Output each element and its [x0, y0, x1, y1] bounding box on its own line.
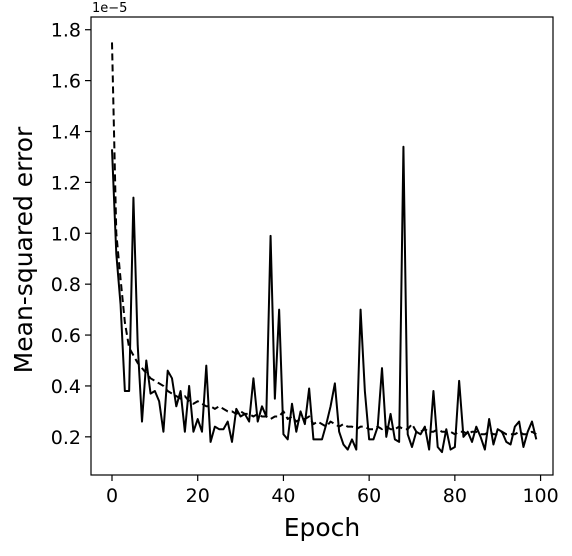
plot-lines — [111, 42, 538, 454]
y-tick-label: 1.8 — [51, 20, 81, 42]
x-tick-label: 80 — [443, 485, 467, 507]
series-line-solid — [111, 145, 538, 454]
y-axis-title: Mean-squared error — [9, 126, 38, 373]
y-tick-label: 1.4 — [51, 122, 81, 144]
y-tick-label: 0.6 — [51, 325, 81, 347]
y-tick-label: 0.8 — [51, 274, 81, 296]
y-tick-label: 0.4 — [51, 376, 81, 398]
x-axis-title: Epoch — [284, 513, 361, 542]
plot-frame — [90, 16, 554, 476]
series-line-dashed — [111, 42, 537, 436]
y-tick-label: 1.0 — [51, 223, 81, 245]
x-tick-label: 0 — [106, 485, 118, 507]
y-tick-label: 1.6 — [51, 71, 81, 93]
x-tick-label: 60 — [357, 485, 381, 507]
x-tick-label: 100 — [522, 485, 558, 507]
x-tick-label: 20 — [186, 485, 210, 507]
y-offset-label: 1e−5 — [92, 1, 127, 16]
y-axis: 0.2 0.4 0.6 0.8 1.0 1.2 1.4 1.6 1.8 — [51, 20, 91, 449]
x-tick-label: 40 — [271, 485, 295, 507]
x-axis: 0 20 40 60 80 100 — [106, 475, 559, 507]
y-tick-label: 1.2 — [51, 172, 81, 194]
y-tick-label: 0.2 — [51, 427, 81, 449]
